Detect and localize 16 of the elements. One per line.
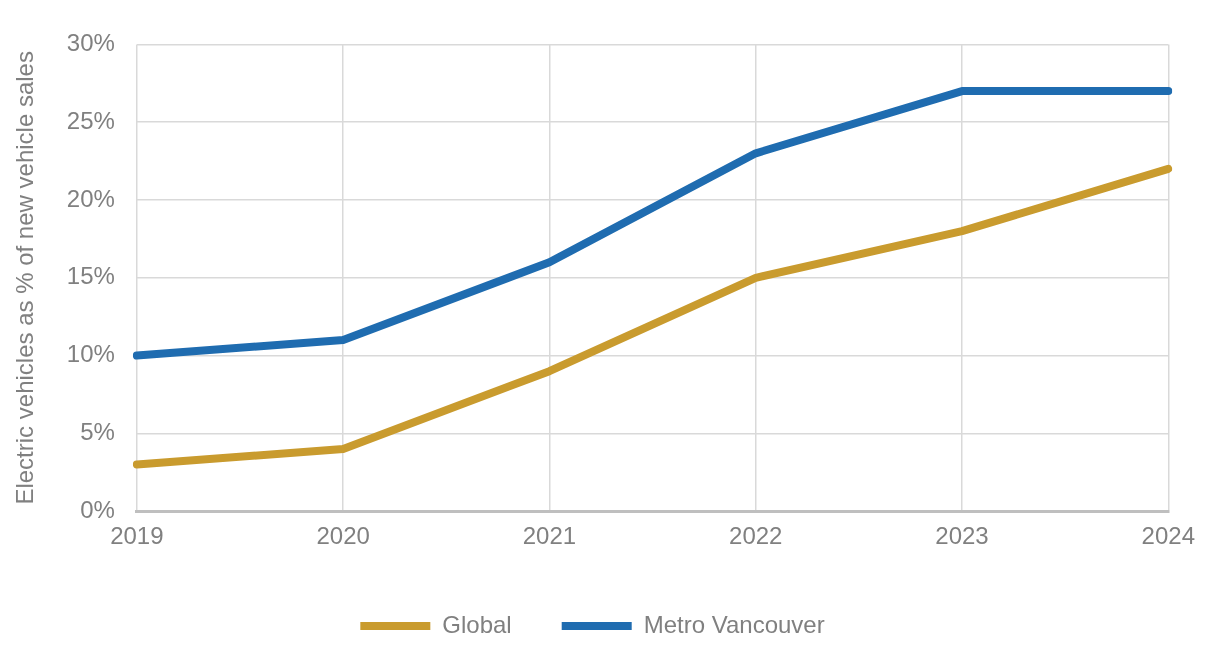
x-tick-label: 2024	[1141, 522, 1195, 550]
y-tick-label: 25%	[66, 106, 115, 134]
x-tick-label: 2023	[935, 522, 989, 550]
y-tick-label: 20%	[66, 184, 115, 212]
y-axis-title: Electric vehicles as % of new vehicle sales	[11, 51, 39, 505]
x-tick-label: 2019	[110, 522, 164, 550]
y-tick-label: 0%	[80, 495, 115, 523]
y-tick-label: 15%	[66, 262, 115, 290]
legend-label: Metro Vancouver	[643, 610, 825, 638]
x-tick-label: 2021	[522, 522, 577, 550]
y-tick-label: 10%	[66, 340, 115, 368]
legend-label: Global	[442, 610, 512, 638]
y-tick-label: 5%	[80, 418, 115, 446]
x-tick-label: 2022	[729, 522, 783, 550]
x-tick-label: 2020	[316, 522, 370, 550]
y-tick-label: 30%	[66, 29, 115, 57]
